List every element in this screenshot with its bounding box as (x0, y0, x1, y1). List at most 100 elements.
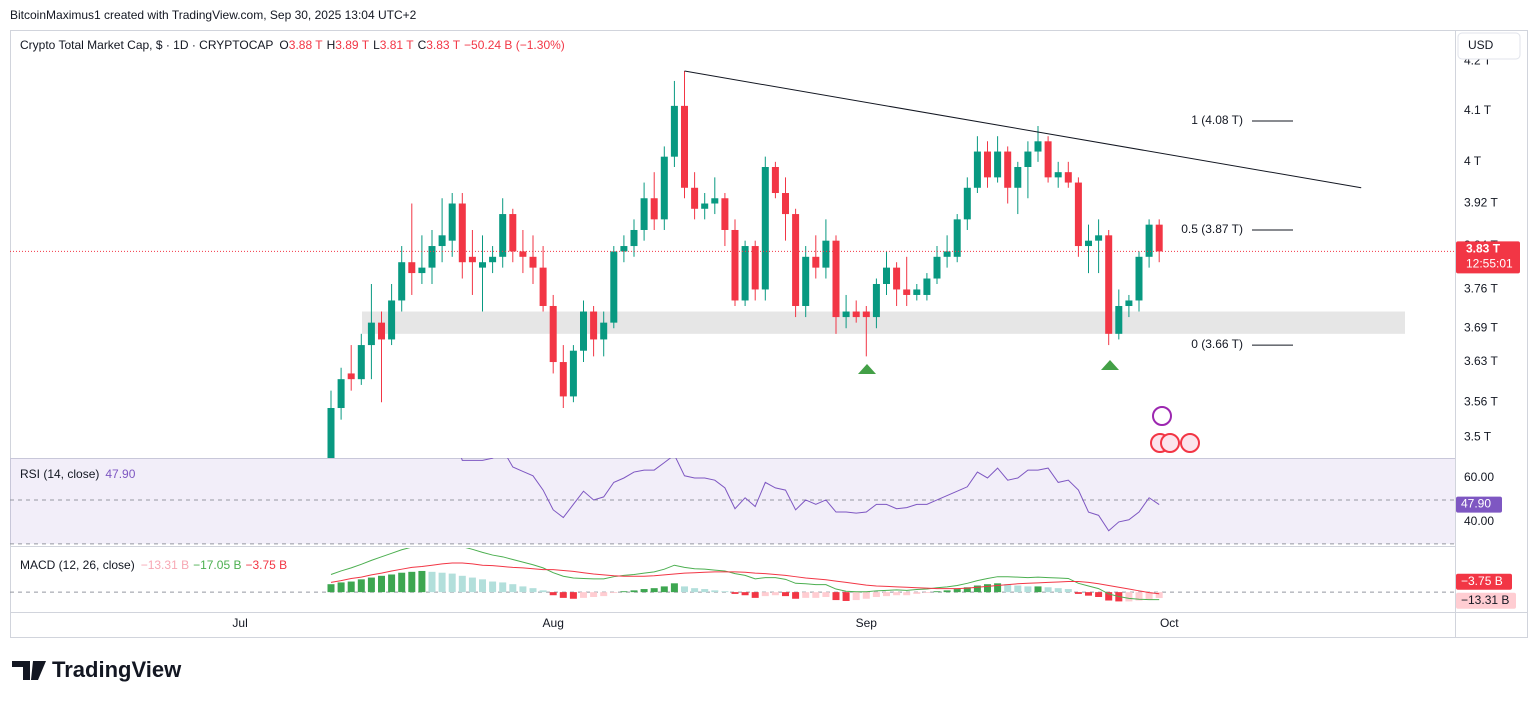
histogram-bar (357, 579, 365, 593)
macd-pane (10, 548, 1455, 602)
event-flag[interactable] (1180, 433, 1200, 453)
candle-body (822, 240, 830, 268)
histogram-bar (620, 591, 628, 593)
histogram-bar (428, 571, 436, 593)
histogram-bar (903, 592, 911, 596)
candle-body (529, 256, 537, 268)
candle-body (499, 214, 507, 257)
macd-value: −17.05 B (193, 558, 241, 572)
histogram-bar (569, 592, 577, 599)
candle-body (691, 187, 699, 209)
histogram-bar (590, 592, 598, 597)
candle-body (509, 214, 517, 252)
y-tick-label: 3.69 T (1464, 320, 1498, 334)
candle-body (1135, 256, 1143, 301)
price-badge (1456, 241, 1520, 274)
histogram-bar (489, 581, 497, 593)
candle-body (802, 256, 810, 306)
histogram-bar (973, 585, 981, 593)
candle-body (963, 187, 971, 220)
candle-body (670, 105, 678, 157)
histogram-bar (670, 583, 678, 593)
candle-body (1105, 235, 1113, 334)
histogram-bar (953, 589, 961, 593)
candle-body (701, 203, 709, 209)
y-tick-label: 3.5 T (1464, 429, 1492, 443)
currency[interactable]: USD (1468, 38, 1494, 52)
histogram-bar (1034, 586, 1042, 593)
candle-body (862, 311, 870, 318)
histogram-bar (701, 589, 709, 593)
hist-badge (1456, 592, 1516, 609)
hist-value: −13.31 B (141, 558, 189, 572)
candle-body (438, 235, 446, 247)
rsi-badge (1456, 496, 1502, 513)
histogram-bar (610, 592, 618, 594)
y-tick-label: 40.00 (1464, 514, 1494, 528)
histogram-bar (418, 570, 426, 593)
histogram-bar (519, 586, 527, 593)
rsi-pane (10, 458, 1455, 545)
histogram-bar (398, 572, 406, 593)
y-tick-label: 3.63 T (1464, 354, 1498, 368)
signal-badge (1456, 573, 1512, 590)
candle-body (903, 289, 911, 295)
event-flag[interactable] (1160, 433, 1180, 453)
candle-body (398, 262, 406, 301)
histogram-bar (1004, 584, 1012, 593)
legend-value: 3.88 T (289, 38, 323, 52)
histogram-bar (812, 592, 820, 598)
fib-label: 0.5 (3.87 T) (1181, 222, 1243, 236)
event-icon[interactable] (1152, 406, 1172, 426)
histogram-bar (721, 591, 729, 593)
histogram-bar (761, 592, 769, 597)
candle-body (549, 305, 557, 363)
candle-body (569, 350, 577, 397)
hist-badge-label: −13.31 B (1461, 593, 1509, 607)
candle-body (610, 251, 618, 323)
histogram-bar (640, 589, 648, 593)
histogram-bar (1105, 592, 1113, 601)
histogram-bar (842, 592, 850, 601)
histogram-bar (751, 592, 759, 598)
signal-triangle (858, 364, 876, 374)
y-tick-label: 4.1 T (1464, 103, 1492, 117)
x-tick-label: Aug (543, 616, 564, 630)
candle-body (590, 311, 598, 340)
candle-body (832, 240, 840, 318)
histogram-bar (479, 579, 486, 593)
y-tick-label: 4 T (1464, 154, 1482, 168)
signal-value: −3.75 B (245, 558, 287, 572)
candle-body (519, 251, 527, 257)
signal-triangle (1101, 360, 1119, 370)
histogram-bar (943, 590, 951, 593)
candle-body (933, 256, 941, 279)
candle-body (378, 322, 385, 340)
histogram-bar (792, 592, 800, 599)
rsi-badge-label: 47.90 (1461, 497, 1491, 511)
candle-body (600, 322, 608, 340)
histogram-bar (448, 573, 456, 593)
histogram-bar (539, 590, 547, 593)
candle-body (388, 300, 396, 340)
histogram-bar (1074, 592, 1082, 594)
candle-body (681, 105, 688, 188)
y-tick-label: 3.56 T (1464, 394, 1498, 408)
histogram-bar (327, 584, 335, 593)
trendline (684, 70, 1362, 189)
candle-body (408, 262, 416, 274)
histogram-bar (994, 583, 1002, 593)
histogram-bar (438, 572, 446, 593)
histogram-bar (347, 581, 355, 593)
histogram-bar (782, 592, 789, 597)
candle-body (660, 156, 668, 220)
candle-body (1085, 240, 1092, 247)
candle-body (630, 229, 638, 247)
candle-body (580, 311, 587, 351)
histogram-bar (893, 592, 901, 596)
candle-body (347, 373, 355, 380)
histogram-bar (1155, 592, 1163, 599)
currency-button[interactable] (1457, 32, 1521, 60)
histogram-bar (509, 584, 517, 593)
